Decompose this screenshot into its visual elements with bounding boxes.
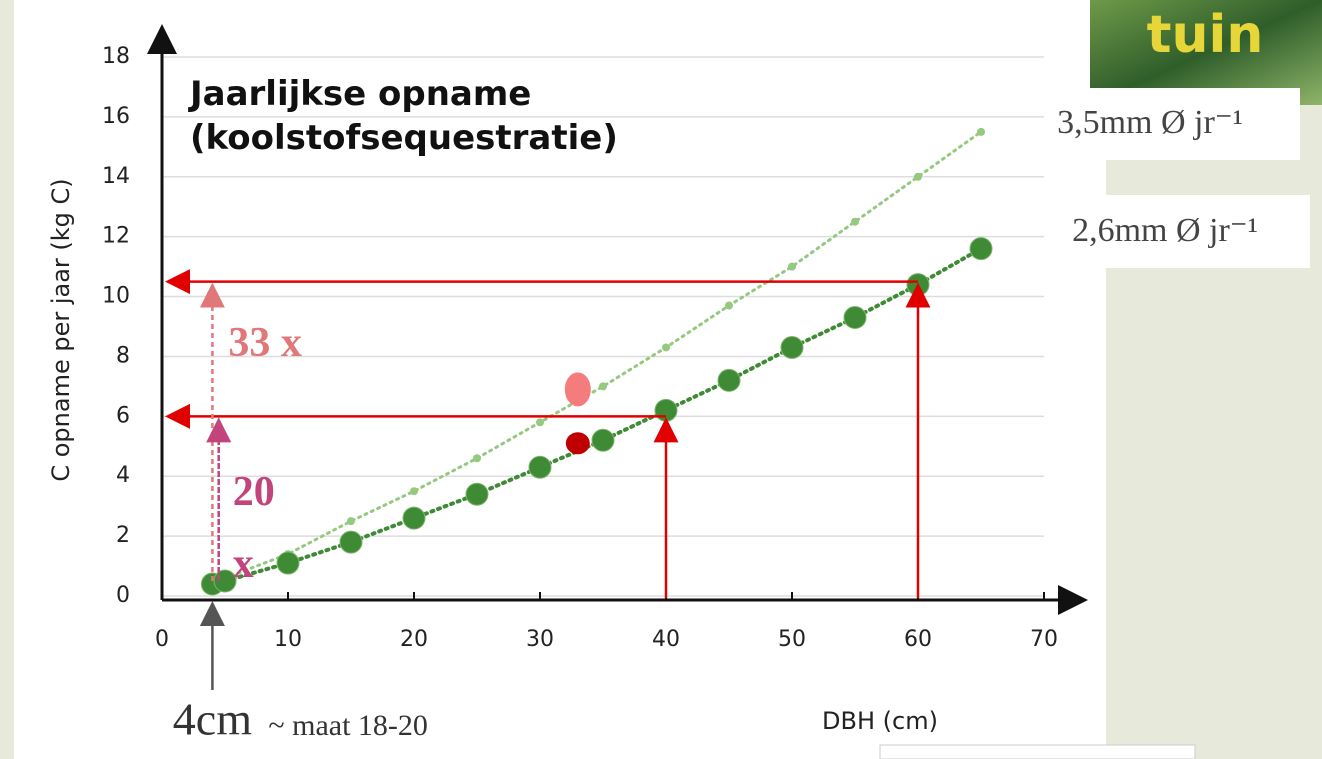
data-point bbox=[970, 238, 992, 260]
data-point bbox=[536, 418, 544, 426]
y-tick-label: 4 bbox=[116, 463, 130, 488]
data-point bbox=[529, 456, 551, 478]
y-axis-label: C opname per jaar (kg C) bbox=[47, 178, 75, 481]
data-point bbox=[466, 483, 488, 505]
data-point bbox=[977, 128, 985, 136]
y-tick-label: 14 bbox=[102, 164, 130, 189]
data-point bbox=[662, 343, 670, 351]
data-point bbox=[788, 263, 796, 271]
data-point bbox=[655, 399, 677, 421]
data-point bbox=[340, 531, 362, 553]
y-tick-label: 16 bbox=[102, 104, 130, 129]
y-tick-label: 0 bbox=[116, 583, 130, 608]
marker-label: 4cm bbox=[173, 694, 252, 745]
x-tick-label: 50 bbox=[778, 627, 806, 652]
slide: tuin 0 2 4 6 8 10 12 14 16 18 0 10 20 30 40 50 60 70 DBH (… bbox=[0, 0, 1322, 759]
y-tick-label: 18 bbox=[102, 44, 130, 69]
y-tick-label: 10 bbox=[102, 284, 130, 309]
x-tick-label: 20 bbox=[400, 627, 428, 652]
chart-title: Jaarlijkse opname (koolstofsequestratie) bbox=[190, 72, 730, 160]
x-tick-label: 0 bbox=[155, 627, 169, 652]
marker-note: ~ maat 18-20 bbox=[268, 709, 428, 742]
logo-text: tuin bbox=[1147, 5, 1264, 65]
data-point bbox=[844, 307, 866, 329]
ratio-label: 20 x bbox=[233, 456, 303, 600]
data-point bbox=[592, 429, 614, 451]
y-tick-label: 6 bbox=[116, 403, 130, 428]
data-point bbox=[410, 487, 418, 495]
x-tick-label: 30 bbox=[526, 627, 554, 652]
y-tick-label: 2 bbox=[116, 523, 130, 548]
data-point bbox=[718, 369, 740, 391]
data-point bbox=[403, 507, 425, 529]
x-tick-label: 40 bbox=[652, 627, 680, 652]
data-point bbox=[725, 302, 733, 310]
x-tick-label: 70 bbox=[1030, 627, 1058, 652]
ratio-label: 33 x bbox=[228, 318, 388, 368]
bottom-box bbox=[880, 745, 1195, 759]
highlight-point bbox=[565, 372, 591, 406]
data-point bbox=[599, 382, 607, 390]
x-axis-label: DBH (cm) bbox=[822, 707, 938, 735]
legend-label: 3,5mm Ø jr⁻¹ bbox=[1057, 104, 1243, 141]
legend-label: 2,6mm Ø jr⁻¹ bbox=[1072, 212, 1258, 249]
data-point bbox=[781, 336, 803, 358]
y-tick-label: 8 bbox=[116, 343, 130, 368]
x-tick-label: 60 bbox=[904, 627, 932, 652]
highlight-point bbox=[566, 432, 590, 454]
data-point bbox=[347, 517, 355, 525]
y-tick-label: 12 bbox=[102, 224, 130, 249]
data-point bbox=[473, 454, 481, 462]
data-point bbox=[914, 173, 922, 181]
x-tick-label: 10 bbox=[274, 627, 302, 652]
data-point bbox=[851, 218, 859, 226]
